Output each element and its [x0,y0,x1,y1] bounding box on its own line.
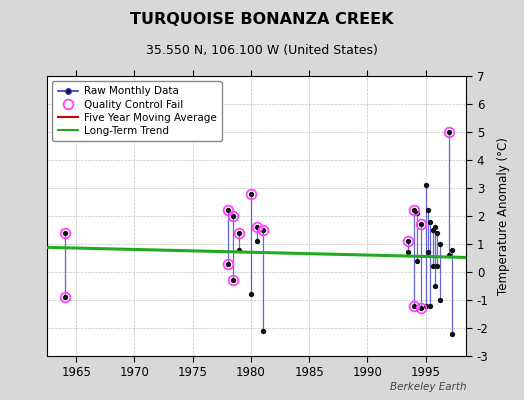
Point [445,252,453,258]
Point [417,221,425,228]
Point [235,246,244,253]
Point [60,230,69,236]
Point [235,230,244,236]
Point [429,263,437,270]
Point [413,258,422,264]
Text: 35.550 N, 106.100 W (United States): 35.550 N, 106.100 W (United States) [146,44,378,57]
Point [410,207,418,214]
Point [433,263,441,270]
Point [230,213,238,219]
Point [424,249,432,256]
Point [258,328,267,334]
Y-axis label: Temperature Anomaly (°C): Temperature Anomaly (°C) [497,137,510,295]
Point [60,294,69,300]
Text: TURQUOISE BONANZA CREEK: TURQUOISE BONANZA CREEK [130,12,394,27]
Point [223,207,232,214]
Point [448,246,456,253]
Point [435,241,444,247]
Point [421,302,430,309]
Point [448,330,456,337]
Point [410,302,418,309]
Point [433,230,441,236]
Point [429,227,437,233]
Text: Berkeley Earth: Berkeley Earth [390,382,466,392]
Point [230,277,238,284]
Point [417,305,425,312]
Point [424,207,432,214]
Point [223,260,232,267]
Point [253,224,261,230]
Point [426,302,434,309]
Point [253,238,261,244]
Point [435,297,444,303]
Point [404,249,412,256]
Point [431,283,439,289]
Point [258,227,267,233]
Point [413,210,422,216]
Point [247,291,255,298]
Point [247,190,255,197]
Point [404,238,412,244]
Point [431,224,439,230]
Point [426,218,434,225]
Point [421,182,430,188]
Point [445,129,453,135]
Legend: Raw Monthly Data, Quality Control Fail, Five Year Moving Average, Long-Term Tren: Raw Monthly Data, Quality Control Fail, … [52,81,222,141]
